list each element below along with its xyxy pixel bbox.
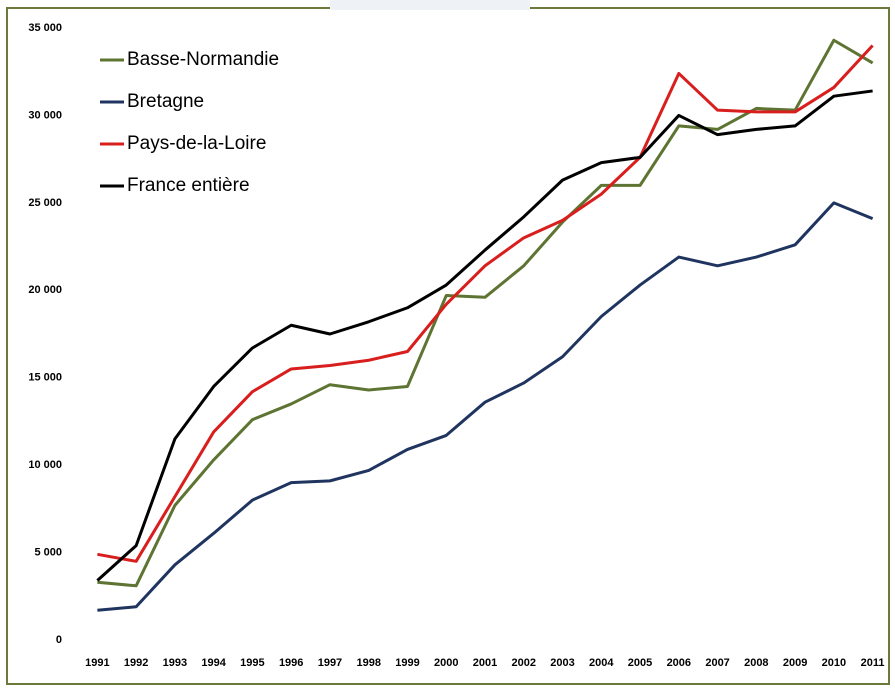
- x-tick-label: 2006: [667, 657, 691, 669]
- y-tick-label: 15 000: [28, 372, 62, 384]
- y-tick-label: 10 000: [28, 459, 62, 471]
- x-tick-label: 2004: [589, 657, 614, 669]
- series-line: [97, 44, 874, 563]
- legend-label: Pays-de-la-Loire: [127, 133, 266, 154]
- y-tick-label: 20 000: [28, 284, 62, 296]
- x-tick-label: 1991: [85, 657, 109, 669]
- x-tick-label: 2008: [744, 657, 768, 669]
- x-tick-label: 1995: [240, 657, 264, 669]
- x-tick-label: 1993: [163, 657, 187, 669]
- y-tick-label: 30 000: [28, 109, 62, 121]
- y-tick-label: 25 000: [28, 197, 62, 209]
- x-tick-label: 1998: [356, 657, 380, 669]
- title-patch: [330, 0, 530, 10]
- y-tick-label: 35 000: [28, 22, 62, 34]
- x-tick-label: 1996: [279, 657, 303, 669]
- y-tick-label: 5 000: [34, 546, 62, 558]
- x-tick-label: 1992: [124, 657, 148, 669]
- x-tick-label: 1994: [201, 657, 226, 669]
- x-tick-label: 1997: [318, 657, 342, 669]
- legend-label: Bretagne: [127, 91, 204, 112]
- legend-label: France entière: [127, 175, 250, 196]
- x-tick-label: 2007: [705, 657, 729, 669]
- legend-label: Basse-Normandie: [127, 49, 279, 70]
- x-tick-label: 2005: [628, 657, 652, 669]
- x-tick-label: 2002: [512, 657, 536, 669]
- x-tick-label: 2009: [783, 657, 807, 669]
- y-tick-label: 0: [56, 634, 62, 646]
- chart-frame: [6, 7, 890, 685]
- x-tick-label: 1999: [395, 657, 419, 669]
- x-tick-label: 2001: [473, 657, 497, 669]
- series-line: [97, 201, 874, 612]
- x-tick-label: 2010: [822, 657, 846, 669]
- x-tick-label: 2011: [861, 657, 885, 669]
- x-tick-label: 2003: [550, 657, 574, 669]
- series-line: [96, 89, 873, 582]
- series-line: [97, 38, 874, 588]
- x-tick-label: 2000: [434, 657, 458, 669]
